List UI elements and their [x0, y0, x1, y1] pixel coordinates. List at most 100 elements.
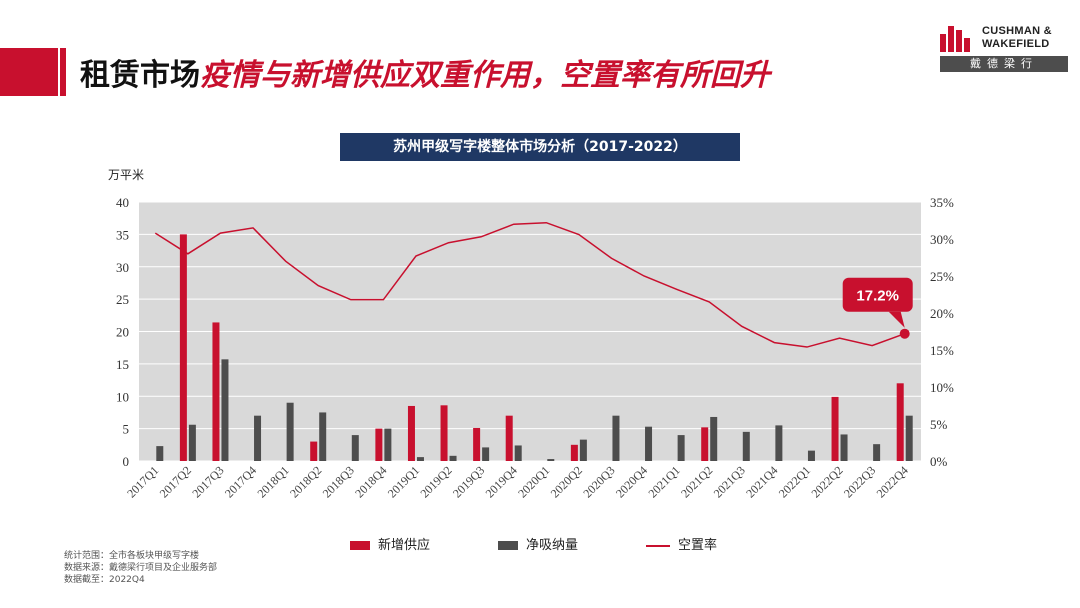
bar-absorption — [807, 450, 815, 461]
y-tick-label: 15 — [116, 357, 129, 372]
left-axis-unit-label: 万平米 — [108, 168, 145, 182]
x-tick-label: 2021Q3 — [711, 463, 748, 500]
y-tick-label: 35 — [116, 227, 129, 242]
title-accent-bar — [0, 48, 58, 96]
y-tick-label: 5 — [123, 422, 130, 437]
y-tick-label: 40 — [116, 195, 129, 210]
y2-tick-label: 35% — [930, 195, 954, 210]
x-tick-label: 2019Q3 — [450, 463, 487, 500]
annotation-point — [899, 328, 910, 339]
legend-item-supply: 新增供应 — [350, 534, 430, 553]
logo-bars-icon — [940, 26, 976, 52]
bar-supply — [701, 427, 709, 461]
bar-absorption — [384, 428, 392, 461]
bar-absorption — [416, 457, 424, 461]
y-tick-label: 10 — [116, 389, 129, 404]
x-tick-label: 2021Q2 — [678, 463, 715, 500]
x-tick-label: 2017Q4 — [222, 463, 259, 500]
x-tick-label: 2018Q1 — [255, 463, 292, 500]
bar-supply — [212, 322, 220, 461]
bar-absorption — [710, 416, 718, 461]
footnote-source: 数据来源：戴德梁行项目及企业服务部 — [64, 563, 218, 573]
x-tick-label: 2017Q3 — [189, 463, 226, 500]
annotation-label: 17.2% — [856, 288, 899, 305]
y2-tick-label: 25% — [930, 269, 954, 284]
bar-absorption — [482, 447, 490, 461]
logo-wordmark: CUSHMAN & WAKEFIELD — [982, 25, 1052, 51]
x-tick-label: 2017Q1 — [124, 463, 161, 500]
bar-absorption — [514, 445, 522, 461]
y-tick-label: 20 — [116, 325, 129, 340]
y2-tick-label: 30% — [930, 232, 954, 247]
line-vacancy — [154, 221, 905, 348]
legend-swatch-absorption — [498, 541, 518, 550]
bar-supply — [310, 441, 318, 461]
x-tick-label: 2022Q3 — [841, 463, 878, 500]
bar-absorption — [677, 435, 685, 461]
bar-supply — [179, 234, 187, 461]
x-tick-label: 2019Q4 — [483, 463, 520, 500]
bar-supply — [505, 415, 513, 461]
bar-supply — [570, 444, 578, 461]
bar-absorption — [905, 415, 913, 461]
bar-absorption — [188, 424, 196, 461]
footnote-scope: 统计范围：全市各板块甲级写字楼 — [64, 551, 200, 561]
bar-absorption — [319, 412, 327, 461]
x-tick-label: 2020Q3 — [580, 463, 617, 500]
logo-chinese-name: 戴德梁行 — [940, 56, 1068, 72]
y2-tick-label: 0% — [930, 454, 948, 469]
y-tick-label: 25 — [116, 292, 129, 307]
bar-absorption — [579, 439, 587, 461]
x-tick-label: 2019Q2 — [417, 463, 454, 500]
x-tick-label: 2020Q2 — [548, 463, 585, 500]
bar-absorption — [449, 455, 457, 461]
title-accent-tick — [60, 48, 66, 96]
page-title-highlight: 疫情与新增供应双重作用，空置率有所回升 — [200, 58, 770, 93]
x-tick-label: 2021Q4 — [743, 463, 780, 500]
x-tick-label: 2020Q4 — [613, 463, 650, 500]
annotation-pointer — [888, 311, 905, 328]
x-tick-label: 2017Q2 — [157, 463, 194, 500]
x-tick-label: 2019Q1 — [385, 463, 422, 500]
annotation-callout — [842, 277, 913, 312]
x-tick-label: 2021Q1 — [646, 463, 683, 500]
y2-tick-label: 20% — [930, 306, 954, 321]
legend-swatch-vacancy — [646, 544, 670, 547]
bar-absorption — [547, 459, 555, 461]
y2-tick-label: 15% — [930, 343, 954, 358]
bar-absorption — [742, 431, 750, 461]
bar-absorption — [840, 434, 848, 461]
x-tick-label: 2022Q2 — [808, 463, 845, 500]
x-tick-label: 2018Q4 — [352, 463, 389, 500]
legend-label-vacancy: 空置率 — [678, 538, 718, 553]
legend-swatch-supply — [350, 541, 370, 550]
page-title-main: 租赁市场 — [80, 58, 200, 93]
footnotes: 统计范围：全市各板块甲级写字楼 数据来源：戴德梁行项目及企业服务部 数据截至：2… — [64, 550, 217, 586]
x-tick-label: 2018Q2 — [287, 463, 324, 500]
x-tick-label: 2022Q4 — [874, 463, 911, 500]
legend-label-absorption: 净吸纳量 — [526, 538, 579, 553]
legend-item-vacancy: 空置率 — [646, 534, 717, 553]
logo-line1: CUSHMAN & — [982, 25, 1052, 37]
y2-tick-label: 5% — [930, 417, 948, 432]
y-tick-label: 30 — [116, 260, 129, 275]
chart-title: 苏州甲级写字楼整体市场分析（2017-2022） — [340, 133, 740, 161]
company-logo: CUSHMAN & WAKEFIELD 戴德梁行 — [940, 22, 1068, 72]
x-tick-label: 2018Q3 — [320, 463, 357, 500]
page-title: 租赁市场疫情与新增供应双重作用，空置率有所回升 — [80, 50, 770, 94]
footnote-cutoff: 数据截至：2022Q4 — [64, 575, 145, 585]
bar-absorption — [156, 446, 164, 461]
x-tick-label: 2022Q1 — [776, 463, 813, 500]
bar-absorption — [351, 435, 359, 461]
bar-absorption — [286, 402, 294, 461]
bar-supply — [473, 427, 481, 461]
bar-supply — [896, 383, 904, 461]
bar-absorption — [254, 415, 262, 461]
y-tick-label: 0 — [123, 454, 130, 469]
bar-absorption — [221, 359, 229, 461]
legend-label-supply: 新增供应 — [378, 538, 431, 553]
bar-absorption — [873, 444, 881, 461]
bar-supply — [440, 405, 448, 461]
bar-absorption — [775, 425, 783, 461]
